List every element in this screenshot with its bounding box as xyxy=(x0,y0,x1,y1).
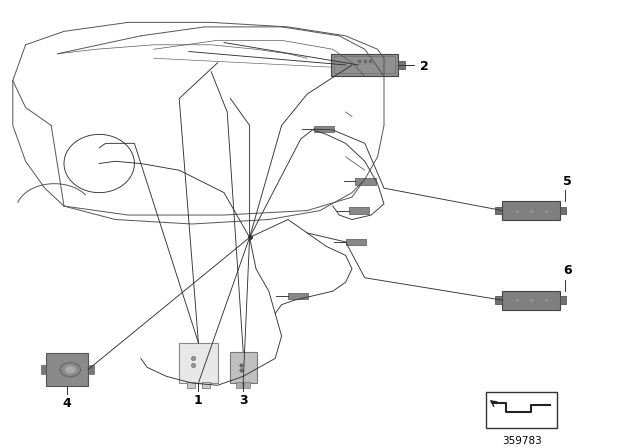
Bar xyxy=(187,382,195,388)
Text: 3: 3 xyxy=(239,394,248,407)
Bar xyxy=(288,293,308,299)
Bar xyxy=(230,352,257,383)
Bar xyxy=(244,382,250,388)
Text: 6: 6 xyxy=(563,264,572,277)
Bar xyxy=(314,126,334,132)
Text: 359783: 359783 xyxy=(502,436,541,446)
Text: 1: 1 xyxy=(194,394,203,407)
Bar xyxy=(495,207,502,214)
Bar xyxy=(236,382,243,388)
Bar xyxy=(334,56,395,73)
Bar xyxy=(89,365,94,375)
Text: 2: 2 xyxy=(420,60,428,73)
Text: 4: 4 xyxy=(63,397,72,410)
Bar xyxy=(349,207,369,214)
Bar xyxy=(202,382,210,388)
Bar xyxy=(41,365,46,375)
Circle shape xyxy=(65,366,76,374)
Bar xyxy=(179,343,218,383)
Bar xyxy=(486,392,557,428)
Bar xyxy=(398,61,404,69)
Bar xyxy=(502,201,560,220)
Text: 5: 5 xyxy=(563,175,572,188)
Bar xyxy=(560,207,566,214)
Bar xyxy=(502,291,560,310)
Bar xyxy=(346,239,366,245)
Bar xyxy=(355,178,376,185)
Bar xyxy=(560,297,566,304)
Bar xyxy=(495,297,502,304)
Bar xyxy=(332,54,398,76)
Bar xyxy=(46,353,88,386)
